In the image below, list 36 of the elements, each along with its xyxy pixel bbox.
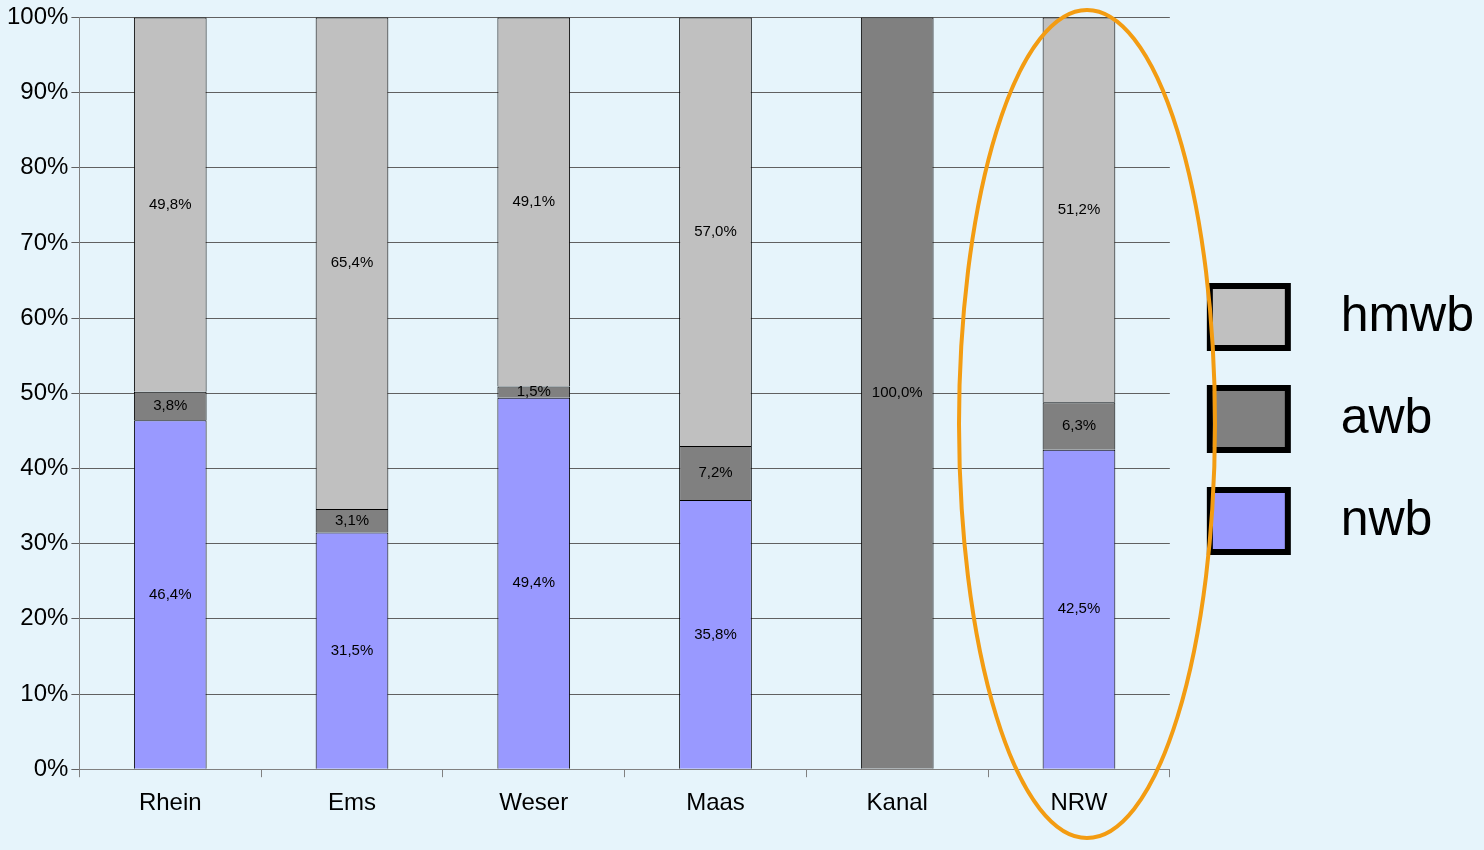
legend-label: hmwb bbox=[1312, 285, 1475, 342]
data-label: 1,5% bbox=[516, 382, 551, 400]
x-tick-label: NRW bbox=[1050, 788, 1108, 816]
data-label: 49,4% bbox=[512, 573, 556, 591]
x-tick-label: Kanal bbox=[866, 788, 928, 816]
legend-label: nwb bbox=[1312, 489, 1433, 546]
data-label: 57,0% bbox=[694, 221, 737, 239]
y-tick-label: 90% bbox=[20, 77, 69, 105]
y-tick-label: 20% bbox=[20, 603, 69, 631]
data-label: 49,1% bbox=[512, 192, 556, 210]
y-tick-label: 70% bbox=[20, 227, 69, 255]
legend-label: awb bbox=[1312, 387, 1433, 444]
data-label: 65,4% bbox=[330, 253, 374, 271]
data-label: 3,8% bbox=[153, 396, 188, 414]
y-tick-label: 100% bbox=[6, 2, 69, 30]
y-tick-label: 40% bbox=[20, 453, 69, 481]
data-label: 35,8% bbox=[694, 624, 737, 642]
y-tick-label: 80% bbox=[20, 152, 69, 180]
x-tick-label: Maas bbox=[686, 788, 745, 816]
x-tick-label: Ems bbox=[328, 788, 376, 816]
y-tick-label: 60% bbox=[20, 302, 69, 330]
data-label: 42,5% bbox=[1057, 599, 1101, 617]
x-tick-label: Rhein bbox=[138, 788, 202, 816]
y-tick-label: 0% bbox=[33, 753, 69, 781]
y-tick-label: 30% bbox=[20, 528, 69, 556]
y-tick-label: 10% bbox=[20, 678, 69, 706]
data-label: 49,8% bbox=[148, 194, 192, 212]
data-label: 7,2% bbox=[698, 463, 733, 481]
data-label: 51,2% bbox=[1057, 200, 1101, 217]
data-label: 46,4% bbox=[148, 584, 192, 602]
data-label: 6,3% bbox=[1061, 416, 1097, 434]
data-label: 100,0% bbox=[871, 383, 923, 401]
y-tick-label: 50% bbox=[20, 377, 69, 405]
data-label: 31,5% bbox=[330, 640, 374, 658]
data-label: 3,1% bbox=[334, 510, 370, 528]
x-tick-label: Weser bbox=[499, 788, 569, 816]
